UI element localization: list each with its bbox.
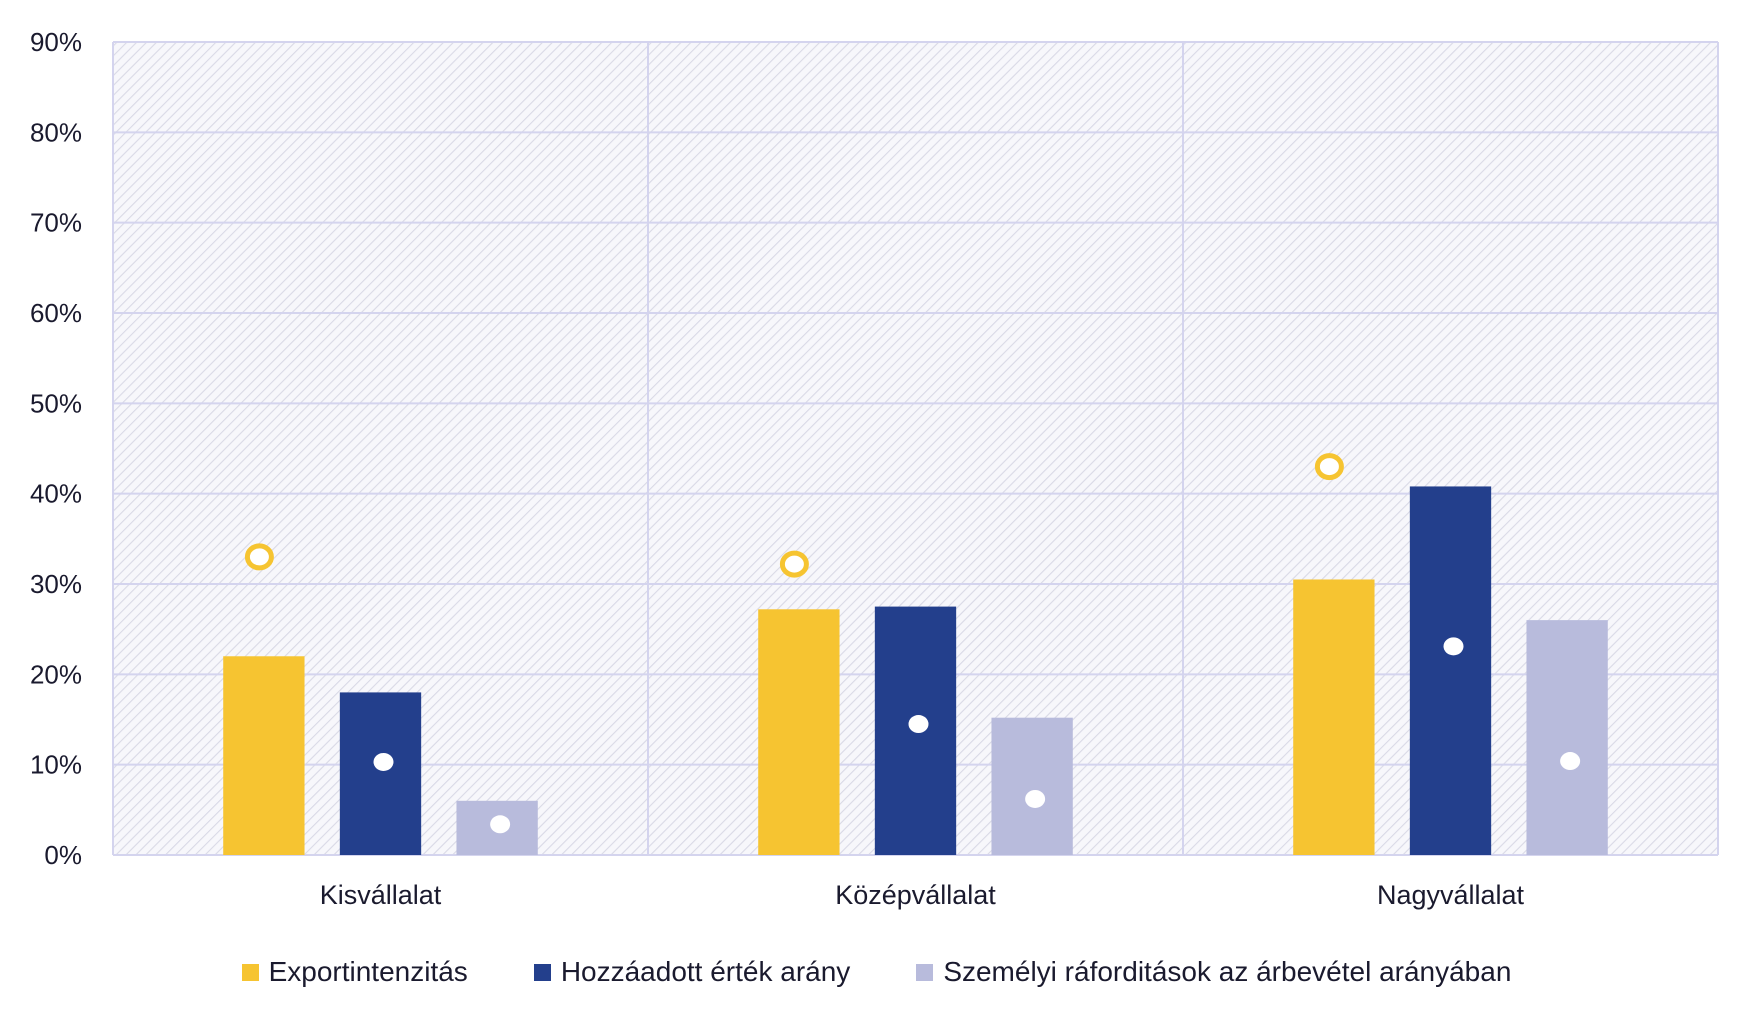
legend-swatch-exportintenzitas bbox=[241, 963, 259, 981]
ring-marker bbox=[1314, 453, 1344, 481]
legend-item-exportintenzitas[interactable]: Exportintenzitás bbox=[241, 956, 468, 988]
bar bbox=[1526, 620, 1608, 855]
legend-label: Exportintenzitás bbox=[268, 956, 468, 987]
legend-label: Személyi ráforditások az árbevétel arány… bbox=[943, 956, 1512, 987]
y-tick-label: 80% bbox=[30, 117, 82, 147]
dot-marker bbox=[908, 715, 929, 734]
bar-chart: 0% 10% 20% 30% 40% 50% 60% 70% 80% 90% Kisvállala… bbox=[30, 27, 1719, 910]
x-category-label: Nagyvállalat bbox=[1377, 880, 1525, 910]
bar bbox=[758, 609, 840, 855]
y-tick-label: 30% bbox=[30, 569, 82, 599]
legend-item-szemelyi-raforditasok[interactable]: Személyi ráforditások az árbevétel arány… bbox=[916, 956, 1511, 988]
bar bbox=[991, 717, 1073, 855]
y-tick-label: 60% bbox=[30, 298, 82, 328]
legend-swatch-hozzaadott-ertek-arany bbox=[533, 963, 551, 981]
dot-marker bbox=[1560, 752, 1581, 771]
legend-swatch-szemelyi-raforditasok bbox=[916, 963, 934, 981]
legend-label: Hozzáadott érték arány bbox=[560, 956, 851, 987]
y-tick-label: 40% bbox=[30, 479, 82, 509]
dot-marker bbox=[1443, 637, 1464, 656]
x-category-label: Középvállalat bbox=[835, 880, 996, 910]
ring-marker bbox=[244, 543, 274, 571]
y-tick-label: 50% bbox=[30, 388, 82, 418]
y-tick-label: 20% bbox=[30, 659, 82, 689]
bar bbox=[1409, 486, 1492, 855]
x-category-label: Kisvállalat bbox=[320, 880, 442, 910]
bar bbox=[223, 656, 305, 855]
y-tick-label: 90% bbox=[30, 27, 82, 57]
legend-item-hozzaadott-ertek-arany[interactable]: Hozzáadott érték arány bbox=[533, 956, 851, 988]
bar bbox=[1293, 579, 1375, 855]
dot-marker bbox=[490, 815, 511, 834]
dot-marker bbox=[373, 752, 394, 771]
bar bbox=[339, 692, 422, 855]
y-tick-label: 10% bbox=[30, 750, 82, 780]
ring-marker bbox=[779, 550, 809, 578]
dot-marker bbox=[1025, 789, 1046, 808]
legend: Exportintenzitás Hozzáadott érték arány … bbox=[0, 950, 1753, 994]
y-tick-label: 70% bbox=[30, 208, 82, 238]
y-tick-label: 0% bbox=[44, 840, 82, 870]
